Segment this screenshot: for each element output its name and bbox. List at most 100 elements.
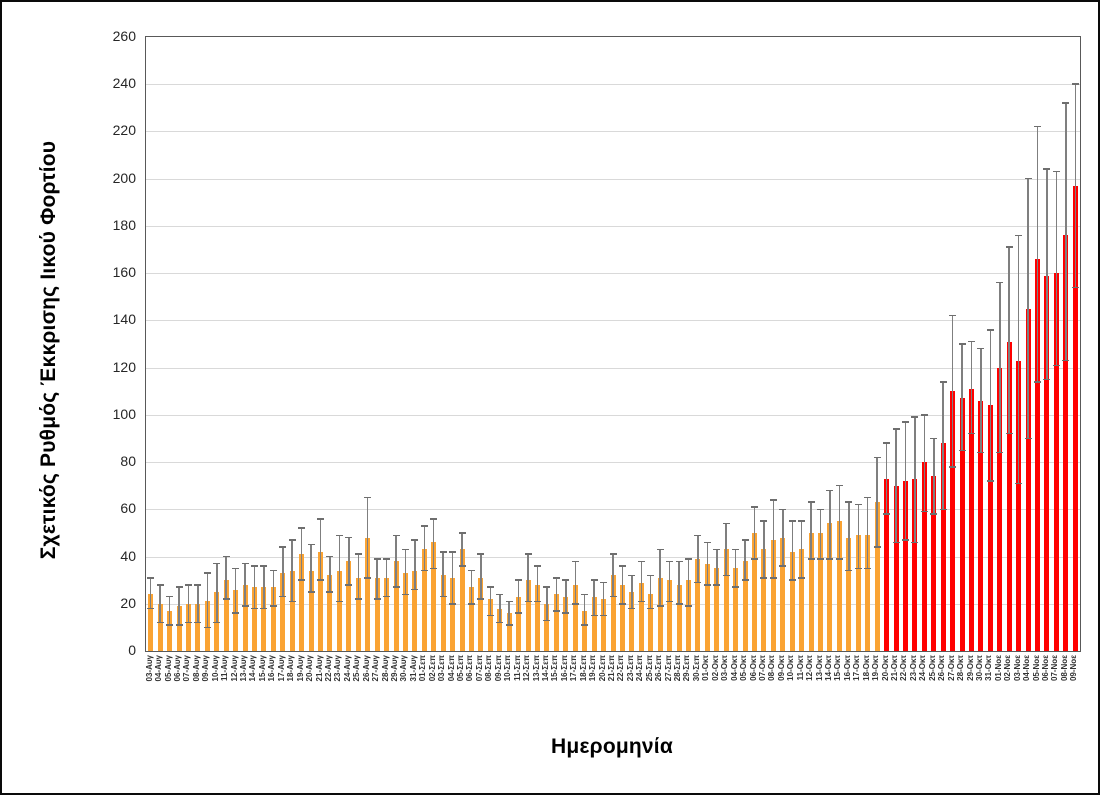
error-bar-cap [901,421,909,423]
error-bar-cap [666,560,674,562]
bar-phase2 [1044,275,1050,651]
y-tick-label: 200 [112,169,136,186]
bar-phase2 [912,478,918,651]
error-bar [716,549,718,585]
bar-phase1 [516,596,522,651]
error-bar-cap [1005,246,1013,248]
bar-phase1 [818,532,824,651]
error-bar-cap [609,595,617,598]
error-bar [621,565,624,604]
error-bar [159,584,161,623]
error-bar [612,554,614,597]
error-bar-cap [326,591,334,593]
error-bar-cap [590,614,598,617]
error-bar-cap [826,558,834,560]
bar-phase1 [393,561,399,651]
y-axis-tick-labels: 0 20 40 60 80 100 120 140 160 180 200 220 240 260 [90,2,136,793]
error-bar-cap [156,584,164,586]
error-bar [687,558,690,607]
error-bar-cap [505,624,513,626]
bar-phase2 [959,398,965,651]
error-bar-cap [345,584,353,586]
error-bar [149,577,152,609]
y-tick-label: 180 [112,216,136,233]
y-tick-label: 40 [120,547,136,564]
error-bar [1055,171,1058,366]
error-bar-cap [222,598,230,600]
bar-phase2 [969,388,974,651]
bar-phase1 [733,568,739,651]
bar-phase2 [997,367,1003,651]
error-bar-cap [883,513,891,515]
error-bar-cap [968,340,975,343]
bar-phase1 [667,580,673,651]
error-bar [961,344,963,451]
x-axis-title: Ημερομηνία [551,735,673,758]
error-bar-cap [496,593,504,596]
error-bar [1046,169,1048,380]
error-bar [659,549,661,607]
error-bar-cap [232,612,240,614]
bar-phase2 [1006,341,1012,651]
bar-phase1 [601,599,607,651]
bar-phase1 [685,580,691,651]
y-tick-label: 100 [112,405,136,422]
bar-phase1 [770,540,776,651]
error-bar-cap [515,612,523,614]
error-bar [1027,178,1029,439]
bar-phase1 [563,596,569,651]
bar-phase1 [167,610,173,651]
error-bar-cap [505,600,513,603]
error-bar-cap [260,607,268,610]
error-bar-cap [732,586,740,588]
error-bar-cap [364,577,372,579]
error-bar-cap [373,558,381,560]
error-bar-cap [817,558,825,560]
error-bar [470,570,473,604]
error-bar-cap [1024,437,1032,440]
error-bar-cap [543,619,551,622]
bar-phase1 [318,551,324,651]
error-bar [546,587,548,621]
bar-phase1 [355,577,361,651]
error-bar-cap [184,621,192,624]
plot-area [145,36,1081,652]
error-bar-cap [571,560,579,562]
error-bar-cap [911,541,919,544]
error-bar-cap [618,603,626,605]
bar-phase1 [619,584,625,651]
error-bar [168,596,171,625]
error-bar [442,551,444,597]
error-bar-cap [354,553,362,555]
error-bar-cap [458,532,466,534]
gridline [146,414,1080,416]
bar-phase1 [421,549,427,651]
bar-phase2 [1063,235,1069,651]
bar-phase1 [251,587,257,651]
error-bar-cap [562,612,570,614]
error-bar-cap [1062,102,1070,104]
y-tick-label: 160 [112,264,136,281]
error-bar [319,518,322,581]
error-bar [631,575,633,609]
bar-phase1 [327,575,333,651]
error-bar-cap [892,541,900,544]
error-bar-cap [722,522,730,525]
y-tick-label: 80 [120,453,136,470]
y-tick-label: 20 [120,594,136,611]
error-bar [536,565,539,602]
error-bar [725,523,727,576]
bar-phase1 [233,589,239,651]
error-bar-cap [401,548,409,551]
error-bar-cap [1043,168,1051,170]
error-bar-cap [930,437,938,440]
bar-phase1 [506,613,512,651]
error-bar-cap [147,577,155,579]
error-bar [866,497,869,569]
error-bar [404,549,407,595]
error-bar-cap [1052,170,1060,173]
error-bar-cap [845,501,853,503]
error-bar-cap [298,579,306,581]
error-bar [480,554,482,600]
